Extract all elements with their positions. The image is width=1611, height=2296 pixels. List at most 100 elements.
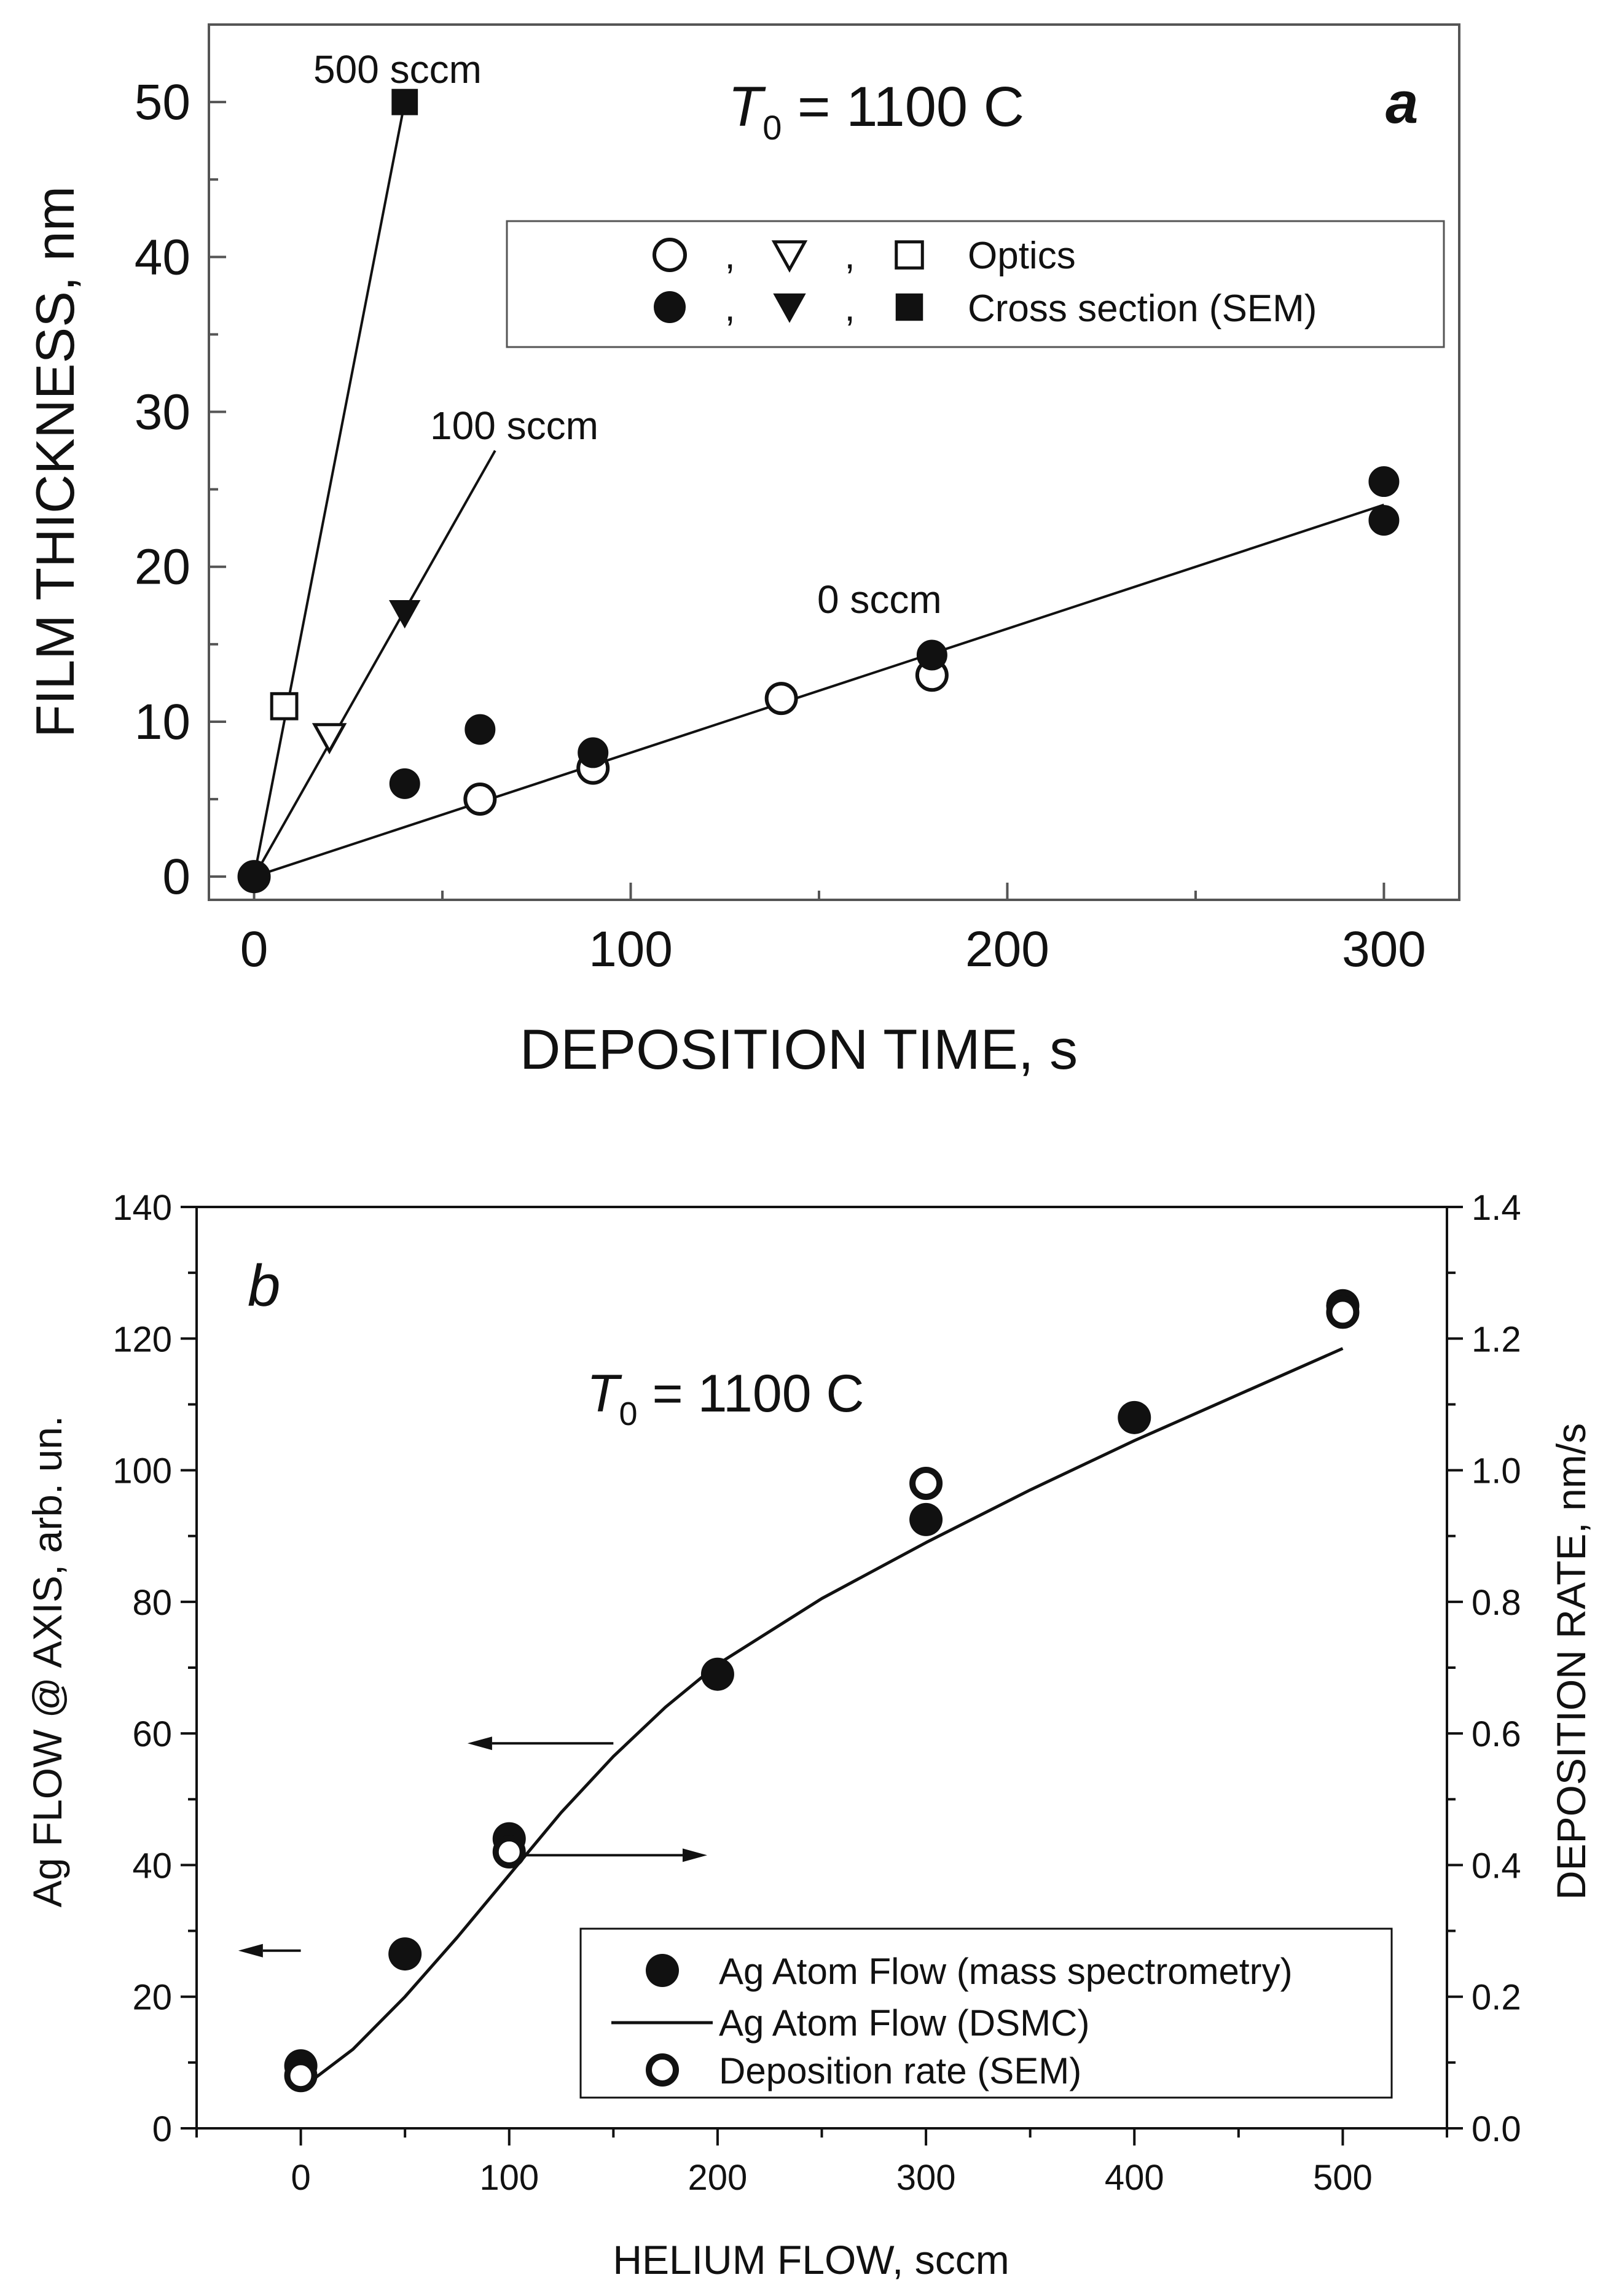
panel-b-x-axis-title: HELIUM FLOW, sccm <box>613 2237 1009 2282</box>
annotation-500-sccm: 500 sccm <box>313 47 482 92</box>
legend-b-mass-spec-label: Ag Atom Flow (mass spectrometry) <box>719 1951 1293 1992</box>
legend-a-optics-label: Optics <box>968 235 1076 277</box>
b-y-tick-label: 0 <box>152 2109 172 2149</box>
b-x-tick-label: 400 <box>1105 2158 1164 2198</box>
panel-a-condition-subscript: 0 <box>762 108 782 147</box>
a-data-point-square-open <box>270 692 299 720</box>
a-data-point-circle-filled <box>916 639 947 671</box>
panel-b-condition-subscript: 0 <box>619 1396 638 1432</box>
a-x-tick-label: 300 <box>1342 921 1426 977</box>
b-y2-tick-label: 1.0 <box>1472 1451 1521 1491</box>
b-deposition-rate-point <box>492 1835 526 1868</box>
a-data-point-circle-filled <box>1368 505 1400 536</box>
a-y-tick-label: 30 <box>135 385 190 440</box>
legend-b-deposition-label: Deposition rate (SEM) <box>719 2050 1081 2091</box>
panel-a-condition: T0 = 1100 C <box>728 76 1024 147</box>
b-deposition-rate-point <box>1326 1295 1360 1329</box>
b-mass-spec-point <box>1118 1400 1151 1434</box>
a-data-point-circle-filled <box>464 714 496 745</box>
b-y-tick-label: 140 <box>112 1188 172 1228</box>
panel-b-label: b <box>248 1253 280 1319</box>
panel-a-plot-frame <box>208 23 1460 901</box>
b-x-tick-label: 200 <box>688 2158 748 2198</box>
a-data-point-circle-filled <box>238 861 270 892</box>
legend-a-square-filled-marker <box>895 293 923 321</box>
legend-a-separator: , <box>845 235 855 277</box>
a-y-tick-label: 40 <box>135 229 190 285</box>
fit-line-0-sccm <box>253 503 1385 878</box>
arrow-head <box>238 1943 263 1958</box>
panel-a-label: a <box>1386 70 1418 136</box>
arrow-head <box>682 1848 707 1862</box>
a-data-point-circle-filled <box>578 737 609 768</box>
panel-a-y-axis-title: FILM THICKNESS, nm <box>25 186 85 738</box>
panel-b-condition-value: = 1100 C <box>638 1364 864 1423</box>
panel-a-condition-symbol: T <box>728 76 766 138</box>
a-data-point-circle-open <box>764 682 798 716</box>
a-x-tick-label: 100 <box>589 921 673 977</box>
axis-arrow <box>519 1848 707 1862</box>
panel-b: 0 100 200 300 400 500 0 20 40 60 80 100 120 140 0.0 0… <box>25 1188 1594 2282</box>
b-y2-tick-label: 0.0 <box>1472 2109 1521 2149</box>
b-y2-tick-label: 0.6 <box>1472 1714 1521 1754</box>
b-deposition-rate-point <box>284 2059 318 2093</box>
panel-b-right-axis-title: DEPOSITION RATE, nm/s <box>1548 1423 1594 1900</box>
a-x-tick-label: 200 <box>965 921 1049 977</box>
b-y2-tick-label: 0.8 <box>1472 1583 1521 1623</box>
fit-line-100-sccm <box>253 450 496 878</box>
b-x-tick-label: 300 <box>896 2158 956 2198</box>
legend-b-dsmc-label: Ag Atom Flow (DSMC) <box>719 2002 1089 2044</box>
axis-arrow <box>467 1736 614 1751</box>
annotation-100-sccm: 100 sccm <box>430 404 598 448</box>
a-data-point-triangle-filled <box>389 600 421 629</box>
legend-a-circle-filled-marker <box>654 291 686 323</box>
legend-a-separator: , <box>725 287 735 329</box>
legend-a-triangle-open-marker <box>771 240 808 273</box>
b-y-tick-label: 20 <box>132 1978 172 2018</box>
b-y2-tick-label: 1.4 <box>1472 1188 1521 1228</box>
panel-b-legend-box <box>579 1927 1393 2099</box>
legend-a-triangle-filled-marker <box>773 293 806 323</box>
a-y-tick-label: 20 <box>135 539 190 595</box>
legend-a-separator: , <box>845 287 855 329</box>
fit-line-500-sccm <box>253 101 406 877</box>
panel-b-condition-symbol: T <box>587 1364 622 1423</box>
b-y-tick-label: 60 <box>132 1714 172 1754</box>
b-x-tick-label: 500 <box>1313 2158 1373 2198</box>
panel-b-legend: Ag Atom Flow (mass spectrometry) Ag Atom… <box>579 1927 1393 2099</box>
annotation-0-sccm: 0 sccm <box>817 577 942 622</box>
panel-b-left-axis-title: Ag FLOW @ AXIS, arb. un. <box>25 1416 70 1908</box>
b-deposition-rate-point <box>909 1467 943 1500</box>
legend-a-square-open-marker <box>895 240 924 270</box>
legend-a-circle-open-marker <box>653 238 687 272</box>
a-y-tick-label: 10 <box>135 694 190 750</box>
panel-a-legend: ,,,, Optics Cross section (SEM) <box>506 220 1445 348</box>
a-data-point-circle-filled <box>389 768 420 799</box>
a-data-point-triangle-open <box>312 723 347 755</box>
panel-b-condition: T0 = 1100 C <box>587 1364 864 1432</box>
axis-arrow <box>238 1943 301 1958</box>
b-y2-tick-label: 0.4 <box>1472 1846 1521 1886</box>
a-data-point-circle-filled <box>1368 466 1400 498</box>
a-y-tick-label: 0 <box>162 849 190 905</box>
b-mass-spec-point <box>700 1657 734 1691</box>
legend-b-open-circle-marker <box>646 2053 679 2087</box>
b-y-tick-label: 80 <box>132 1583 172 1623</box>
b-mass-spec-point <box>388 1937 422 1971</box>
arrow-head <box>467 1736 492 1751</box>
b-y-tick-label: 100 <box>112 1451 172 1491</box>
a-x-tick-label: 0 <box>240 921 268 977</box>
b-x-tick-label: 0 <box>291 2158 310 2198</box>
b-y-tick-label: 40 <box>132 1846 172 1886</box>
legend-a-sem-label: Cross section (SEM) <box>968 287 1317 330</box>
b-mass-spec-point <box>909 1502 943 1536</box>
dsmc-curve <box>300 1347 1344 2090</box>
b-x-tick-label: 100 <box>479 2158 539 2198</box>
b-y2-tick-label: 0.2 <box>1472 1978 1521 2018</box>
legend-b-filled-circle-marker <box>646 1954 679 1987</box>
b-y2-tick-label: 1.2 <box>1472 1319 1521 1359</box>
panel-a-x-axis-title: DEPOSITION TIME, s <box>520 1018 1078 1081</box>
legend-a-separator: , <box>725 235 735 277</box>
